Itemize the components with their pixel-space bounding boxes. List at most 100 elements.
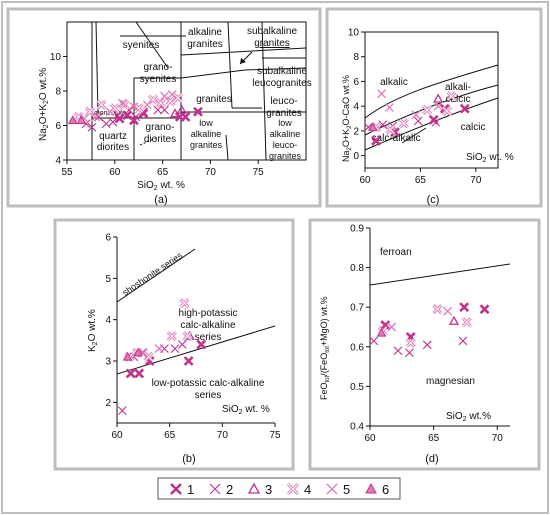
legend-label-2: 2 xyxy=(226,482,233,497)
panel-b-point-symbol-1 xyxy=(183,356,194,366)
panel-c-label-calc-alkalic: calc-alkalic xyxy=(372,133,421,144)
panel-a-label-leucogranites: leucogranites xyxy=(252,78,311,89)
panel-b-label-shoshonite: shoshonite series xyxy=(121,250,185,298)
panel-b-point-symbol-1 xyxy=(196,339,207,350)
panel-d-label-ferroan: ferroan xyxy=(380,247,412,258)
panel-a-point-symbol-4 xyxy=(155,98,166,109)
panel-d-x-tick-label: 65 xyxy=(428,433,440,444)
panel-a-label-monzonite: monzonite xyxy=(94,110,126,117)
panel-b-x-tick-label: 65 xyxy=(164,430,176,441)
legend-label-3: 3 xyxy=(265,482,272,497)
panel-b-axis-lines xyxy=(116,237,275,424)
panel-b-point-symbol-2 xyxy=(170,344,180,353)
panel-b-xlabel-inside: SiO2 wt. % xyxy=(222,404,270,416)
panel-b-point-symbol-6 xyxy=(133,347,143,357)
panel-c-point-symbol-4 xyxy=(441,106,453,117)
panel-b-frame xyxy=(53,218,295,471)
panel-c-point-symbol-2 xyxy=(378,120,388,130)
panel-d-y-tick-label: 0.5 xyxy=(350,382,364,393)
panel-a-label-low-alkaline-2: alkaline xyxy=(270,129,301,139)
panel-d: ferroan magnesian SiO2 wt.% FeOtot/(FeOt… xyxy=(319,224,511,465)
panel-a-point-symbol-2 xyxy=(113,110,123,120)
panel-a-point-symbol-4 xyxy=(172,92,183,103)
panel-b-label-calc-alkaline: calc-alkaline xyxy=(180,320,235,331)
panel-d-point-symbol-4 xyxy=(432,304,443,315)
panel-c-point-symbol-4 xyxy=(385,124,396,135)
panel-a-point-symbol-5 xyxy=(160,91,169,101)
panel-a-arrowhead xyxy=(240,58,246,64)
panel-a-label-subalkaline-2: subalkaline xyxy=(257,66,307,77)
panel-a-label-grano: grano- xyxy=(144,62,173,73)
panel-b-point-symbol-1 xyxy=(125,368,136,379)
panel-a-label-leuco-2: leuco- xyxy=(273,140,298,150)
panel-c-point-symbol-5 xyxy=(377,89,387,99)
panel-d-point-symbol-1 xyxy=(479,304,490,315)
panel-d-y-tick-label: 0.6 xyxy=(350,342,364,353)
panel-b-point-symbol-4 xyxy=(182,331,193,342)
legend-items: 1 2 3 4 5 6 xyxy=(170,482,389,497)
panel-a-ylabel: Na2O+K2O wt.% xyxy=(38,68,50,141)
legend-symbol-3 xyxy=(247,482,261,494)
panel-b-point-symbol-2 xyxy=(117,406,127,415)
panel-b-point-symbol-1 xyxy=(134,368,145,379)
panel-d-point-symbol-2 xyxy=(422,340,432,350)
panel-c-axes: 60 65 70 0 2 4 6 8 10 xyxy=(348,28,482,187)
panel-a-label-low-2: low xyxy=(278,118,292,128)
panel-b-x-tick-label: 60 xyxy=(111,430,123,441)
panel-c-y-tick-label: 8 xyxy=(353,52,359,63)
panel-c-ylabel: Na2O+K2O-CaO wt.% xyxy=(341,75,353,162)
panel-a-label-grano-diorites: diorites xyxy=(144,134,176,145)
panel-a-point-symbol-6 xyxy=(67,115,78,125)
panel-b: shoshonite series high-potassic calc-alk… xyxy=(87,233,281,466)
panel-d-label-magnesian: magnesian xyxy=(426,376,475,387)
panel-b-point-symbol-4 xyxy=(143,351,154,362)
panel-a-label-diorites: diorites xyxy=(97,142,129,153)
panel-a-point-symbol-5 xyxy=(129,102,139,111)
legend-symbol-6 xyxy=(365,482,377,494)
panel-c-point-symbol-6 xyxy=(367,122,378,131)
panel-b-y-tick-label: 4 xyxy=(105,315,111,326)
panel-c-y-tick-label: 2 xyxy=(353,126,359,137)
panel-b-shoshonite-boundary xyxy=(116,248,196,303)
panel-a-point-symbol-2 xyxy=(160,105,169,115)
panel-b-point-symbol-4 xyxy=(179,298,190,309)
panel-a-point-symbol-4 xyxy=(96,99,107,110)
panel-d-y-tick-label: 0.8 xyxy=(350,263,364,274)
panel-b-caption: (b) xyxy=(182,453,195,465)
panel-c-xlabel-inside: SiO2 wt. % xyxy=(466,152,514,164)
panel-a: syenites alkaline granites subalkaline g… xyxy=(38,21,312,206)
panel-a-x-tick-label: 60 xyxy=(109,167,121,178)
panel-d-ferroan-boundary xyxy=(369,263,511,286)
panel-c-y-tick-label: 0 xyxy=(353,151,359,162)
panel-a-point-symbol-2 xyxy=(108,117,118,127)
panel-b-x-tick-label: 75 xyxy=(269,430,281,441)
legend-label-1: 1 xyxy=(187,482,194,497)
panel-d-point-symbol-4 xyxy=(405,337,416,348)
panel-a-xlabel: SiO2 wt. % xyxy=(137,180,185,192)
panel-b-y-tick-label: 2 xyxy=(105,398,111,409)
panel-b-y-tick-label: 6 xyxy=(105,233,111,244)
panel-d-point-symbol-5 xyxy=(387,322,397,332)
panel-a-point-symbol-1 xyxy=(180,111,191,122)
legend-frame xyxy=(157,477,401,500)
panel-a-point-symbol-5 xyxy=(142,100,152,110)
panel-c: alkalic alkali- calcic calc-alkalic calc… xyxy=(341,28,514,207)
panel-c-point-symbol-4 xyxy=(422,104,433,115)
panel-a-point-symbol-1 xyxy=(193,106,203,117)
panel-b-point-symbol-4 xyxy=(166,331,177,342)
panel-a-point-symbol-6 xyxy=(76,115,87,125)
panel-d-point-symbol-3 xyxy=(448,315,460,325)
panel-a-axes: 55 60 65 70 75 4 6 8 10 xyxy=(50,52,264,178)
panel-a-point-symbol-3 xyxy=(176,104,187,114)
panel-a-point-symbol-2 xyxy=(101,119,111,129)
panel-c-y-tick-label: 10 xyxy=(348,28,360,39)
panel-c-label-calcic-2: calcic xyxy=(460,122,485,133)
panel-b-point-symbol-6 xyxy=(122,351,133,361)
panel-a-label-low-alkaline: alkaline xyxy=(191,129,222,139)
panel-a-label-grano-syenites: syenites xyxy=(140,74,177,85)
panel-a-dotted-line xyxy=(139,136,159,146)
panel-a-label-alkaline: alkaline xyxy=(188,27,222,38)
panel-c-label-calcic: calcic xyxy=(445,94,470,105)
